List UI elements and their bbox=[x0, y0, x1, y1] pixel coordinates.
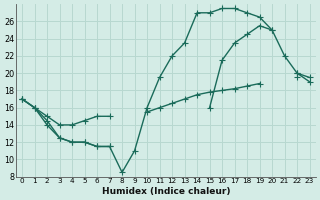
X-axis label: Humidex (Indice chaleur): Humidex (Indice chaleur) bbox=[101, 187, 230, 196]
